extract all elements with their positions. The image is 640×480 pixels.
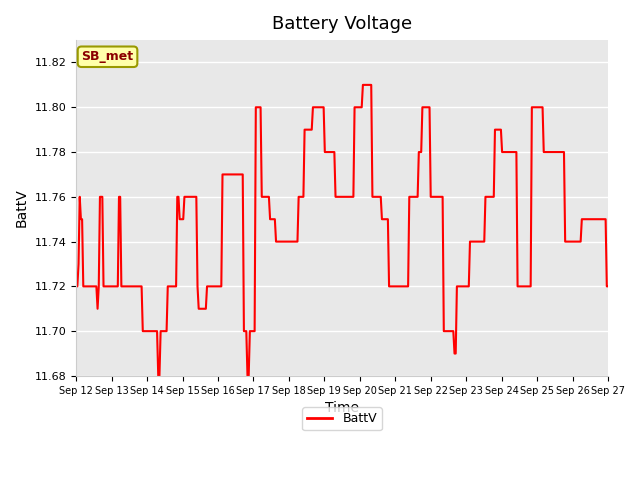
BattV [359,82,367,88]
Text: SB_met: SB_met [81,50,134,63]
Line: BattV: BattV [76,85,608,376]
BattV [145,328,152,334]
BattV [170,284,177,289]
BattV [604,284,612,289]
BattV [154,373,162,379]
Title: Battery Voltage: Battery Voltage [272,15,412,33]
BattV [74,284,81,289]
BattV [245,373,253,379]
BattV [226,171,234,177]
X-axis label: Time: Time [325,401,359,415]
Legend: BattV: BattV [302,407,382,430]
BattV [72,284,80,289]
BattV [253,104,261,110]
Y-axis label: BattV: BattV [15,189,29,228]
